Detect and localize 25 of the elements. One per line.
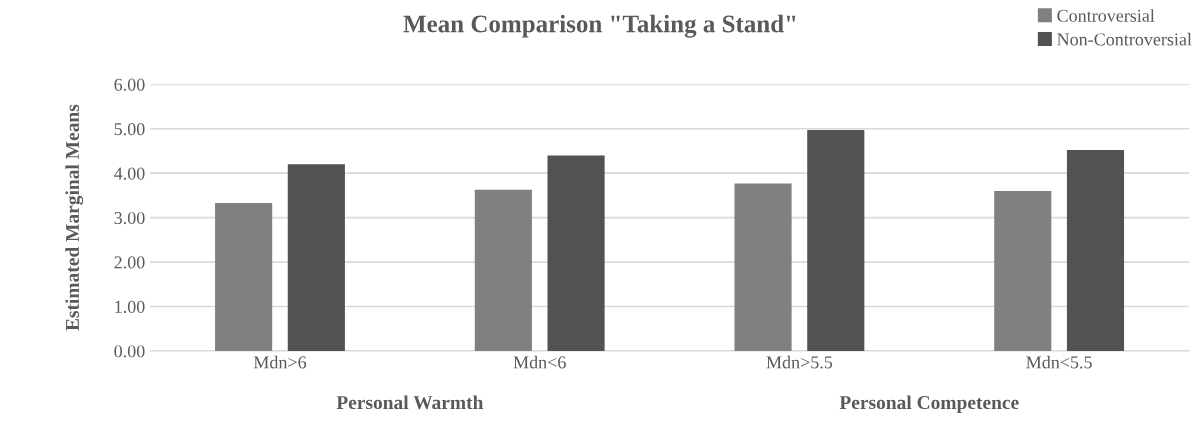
bar: [215, 202, 273, 351]
x-tick-label: Mdn<5.5: [1026, 355, 1092, 369]
bar: [287, 164, 345, 351]
y-tick-label: 5.00: [114, 123, 145, 136]
bar: [994, 190, 1052, 351]
text: Personal Competence: [839, 395, 1019, 414]
bar: [734, 183, 792, 351]
y-axis-title: Estimated Marginal Means: [65, 104, 84, 331]
bar: [547, 155, 605, 351]
legend-label: Controversial: [1057, 9, 1155, 22]
chart-title: Mean Comparison "Taking a Stand": [403, 14, 796, 38]
legend-label: Non-Controversial: [1057, 32, 1192, 46]
y-tick-label: 6.00: [114, 78, 145, 91]
x-tick-label: Mdn>6: [253, 355, 307, 369]
bar: [807, 130, 865, 351]
x-tick-label: Mdn>5.5: [766, 355, 833, 369]
y-tick-label: 1.00: [115, 300, 145, 313]
x-tick-label: Mdn<6: [513, 355, 566, 369]
text: Personal Warmth: [336, 395, 484, 410]
y-tick-label: 0.00: [114, 345, 145, 358]
y-tick-label: 4.00: [114, 167, 145, 180]
bar: [1066, 150, 1125, 351]
bar: [474, 189, 532, 351]
y-tick-label: 2.00: [114, 256, 145, 269]
y-tick-label: 3.00: [114, 211, 145, 225]
